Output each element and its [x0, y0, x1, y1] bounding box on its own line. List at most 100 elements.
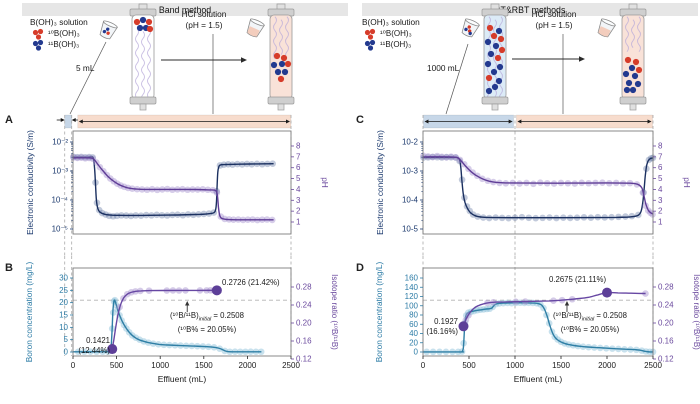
- svg-text:120: 120: [405, 292, 419, 301]
- svg-text:0.20: 0.20: [658, 319, 674, 328]
- svg-text:8: 8: [296, 142, 301, 151]
- legend-item-b11: ¹¹B(OH)₃: [364, 39, 420, 51]
- svg-text:0.28: 0.28: [658, 283, 674, 292]
- legend-item-label: ¹¹B(OH)₃: [380, 40, 412, 49]
- svg-text:1500: 1500: [195, 361, 213, 370]
- btrbt-eluent-label: HCl solution (pH = 1.5): [531, 9, 577, 30]
- btrbt-feed-volume: 1000 mL: [427, 63, 460, 73]
- btrbt-loaded-column: [481, 3, 509, 111]
- legend-title: B(OH)₃ solution: [362, 17, 420, 27]
- panel-b-peak-annotation: 0.2726 (21.42%): [222, 278, 280, 287]
- band-method-title: Band method: [158, 4, 212, 15]
- panel-c-chart: 10-2 10-3 10-4 10-5 87 6 5 4 3 21 Electronic condu…: [375, 114, 692, 256]
- svg-text:500: 500: [462, 361, 476, 370]
- band-eluent-label: HCl solution (pH = 1.5): [181, 9, 227, 30]
- band-hcl-beaker: [246, 18, 265, 38]
- btrbt-methods-header: BT&RBT methods: [362, 3, 698, 16]
- panel-b-initial-ratio-annotation: (¹⁰B/¹¹B)initial = 0.2508 (¹⁰B% = 20.05%…: [170, 311, 244, 335]
- svg-text:0: 0: [414, 348, 419, 357]
- svg-text:0.28: 0.28: [296, 283, 312, 292]
- svg-text:7: 7: [658, 152, 663, 161]
- svg-text:10⁻³: 10⁻³: [52, 167, 68, 176]
- pH-series: [420, 152, 656, 218]
- b11-molecule-icon: [364, 39, 376, 51]
- svg-text:10⁻²: 10⁻²: [52, 138, 68, 147]
- svg-text:Isotope ratio (¹⁰B/¹¹B): Isotope ratio (¹⁰B/¹¹B): [330, 274, 339, 350]
- svg-text:20: 20: [59, 298, 68, 307]
- legend-item-label: ¹⁰B(OH)₃: [48, 29, 80, 38]
- highlighted-data-point: [458, 321, 469, 332]
- svg-text:Effluent (mL): Effluent (mL): [158, 374, 207, 384]
- svg-text:10-4: 10-4: [402, 196, 419, 205]
- highlighted-data-point: [211, 285, 222, 296]
- legend-item-b10: ¹⁰B(OH)₃: [32, 28, 88, 40]
- svg-text:4: 4: [658, 185, 663, 194]
- svg-text:30: 30: [59, 274, 68, 283]
- svg-text:60: 60: [409, 320, 418, 329]
- svg-text:160: 160: [405, 274, 419, 283]
- svg-text:500: 500: [110, 361, 124, 370]
- svg-text:2500: 2500: [282, 361, 300, 370]
- svg-text:15: 15: [59, 311, 68, 320]
- legend-item-b10: ¹⁰B(OH)₃: [364, 28, 420, 40]
- btrbt-legend: B(OH)₃ solution ¹⁰B(OH)₃ ¹¹B(OH)₃: [362, 17, 420, 51]
- svg-text:Electronic conductivity (S/m): Electronic conductivity (S/m): [25, 130, 35, 235]
- highlighted-data-point: [107, 344, 118, 355]
- svg-text:0.16: 0.16: [658, 337, 674, 346]
- svg-text:7: 7: [296, 152, 301, 161]
- svg-text:Boron concentration (mg/L): Boron concentration (mg/L): [24, 262, 34, 363]
- panel-a-chart: 10⁻² 10⁻³ 10⁻⁴ 10⁻⁵ 87 6 5 4 3 21 Electronic condu…: [25, 114, 330, 256]
- svg-text:8: 8: [658, 142, 663, 151]
- svg-text:1000: 1000: [506, 361, 524, 370]
- svg-text:Isotope ratio (¹⁰B/¹¹B): Isotope ratio (¹⁰B/¹¹B): [692, 274, 700, 350]
- svg-text:2000: 2000: [239, 361, 257, 370]
- svg-text:5: 5: [64, 335, 69, 344]
- svg-text:0.12: 0.12: [296, 355, 312, 364]
- svg-text:0: 0: [421, 361, 426, 370]
- svg-text:20: 20: [409, 338, 418, 347]
- svg-text:6: 6: [296, 163, 301, 172]
- svg-text:1: 1: [658, 217, 663, 226]
- svg-text:6: 6: [658, 163, 663, 172]
- b10-molecule-icon: [32, 28, 44, 40]
- svg-text:5: 5: [658, 174, 663, 183]
- svg-text:0: 0: [71, 361, 76, 370]
- panel-d-peak-annotation: 0.2675 (21.11%): [549, 275, 607, 284]
- svg-text:0.12: 0.12: [658, 355, 674, 364]
- svg-text:80: 80: [409, 311, 418, 320]
- svg-text:40: 40: [409, 329, 418, 338]
- svg-text:2000: 2000: [598, 361, 616, 370]
- btrbt-hcl-beaker: [597, 18, 616, 38]
- legend-item-label: ¹¹B(OH)₃: [48, 40, 80, 49]
- panel-label-b: B: [5, 262, 13, 274]
- btrbt-eluted-column: [619, 3, 647, 111]
- panel-label-d: D: [356, 262, 364, 274]
- svg-text:2: 2: [296, 207, 301, 216]
- svg-text:4: 4: [296, 185, 301, 194]
- legend-item-label: ¹⁰B(OH)₃: [380, 29, 412, 38]
- svg-text:10⁻⁴: 10⁻⁴: [51, 196, 68, 205]
- band-method-header: Band method: [22, 3, 348, 16]
- feed-band: [64, 114, 72, 129]
- method-illustrations: [69, 3, 647, 115]
- svg-text:1500: 1500: [552, 361, 570, 370]
- panel-b-start-annotation: 0.1421 (12.44%): [78, 336, 110, 355]
- btrbt-feed-beaker: [461, 18, 480, 38]
- svg-text:1: 1: [296, 217, 301, 226]
- svg-text:140: 140: [405, 283, 419, 292]
- band-loaded-column: [129, 3, 157, 111]
- svg-text:25: 25: [59, 286, 68, 295]
- band-feed-volume: 5 mL: [76, 63, 95, 73]
- svg-text:10: 10: [59, 323, 68, 332]
- svg-text:10-3: 10-3: [402, 167, 419, 176]
- electronic-conductivity-series: [420, 153, 657, 222]
- svg-text:0.24: 0.24: [658, 301, 674, 310]
- pH-series: [70, 154, 276, 224]
- highlighted-data-point: [602, 287, 612, 298]
- svg-text:pH: pH: [682, 177, 692, 188]
- band-legend: B(OH)₃ solution ¹⁰B(OH)₃ ¹¹B(OH)₃: [30, 17, 88, 51]
- svg-text:5: 5: [296, 174, 301, 183]
- svg-text:2500: 2500: [644, 361, 662, 370]
- svg-text:0.16: 0.16: [296, 337, 312, 346]
- band-eluted-column: [267, 3, 295, 111]
